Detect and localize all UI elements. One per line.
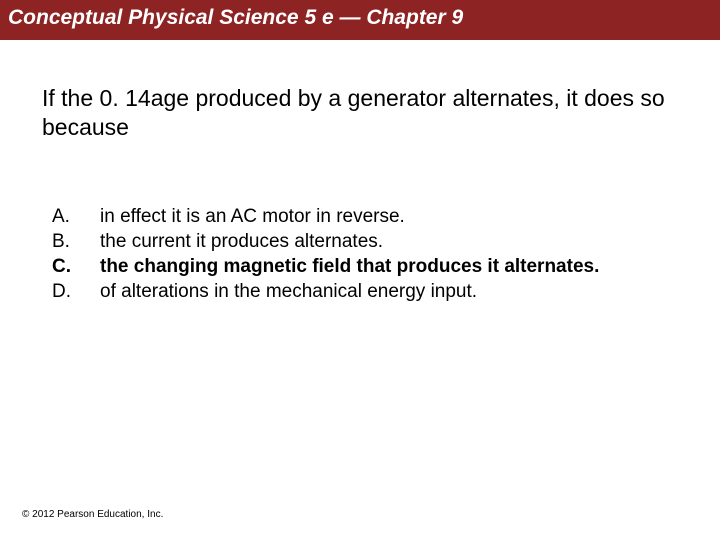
option-text: the current it produces alternates. <box>100 231 383 253</box>
slide-content: If the 0. 14age produced by a generator … <box>0 40 720 303</box>
option-text: of alterations in the mechanical energy … <box>100 281 477 303</box>
option-row: D. of alterations in the mechanical ener… <box>52 281 678 303</box>
option-letter: B. <box>52 231 100 253</box>
option-text: the changing magnetic field that produce… <box>100 256 599 278</box>
option-letter: C. <box>52 256 100 278</box>
slide-header: Conceptual Physical Science 5 e — Chapte… <box>0 0 720 40</box>
options-list: A. in effect it is an AC motor in revers… <box>42 206 678 303</box>
option-row: A. in effect it is an AC motor in revers… <box>52 206 678 228</box>
option-letter: A. <box>52 206 100 228</box>
question-text: If the 0. 14age produced by a generator … <box>42 84 678 142</box>
copyright-footer: © 2012 Pearson Education, Inc. <box>22 509 163 520</box>
option-row: B. the current it produces alternates. <box>52 231 678 253</box>
option-letter: D. <box>52 281 100 303</box>
option-row: C. the changing magnetic field that prod… <box>52 256 678 278</box>
slide-header-title: Conceptual Physical Science 5 e — Chapte… <box>8 6 712 30</box>
option-text: in effect it is an AC motor in reverse. <box>100 206 405 228</box>
